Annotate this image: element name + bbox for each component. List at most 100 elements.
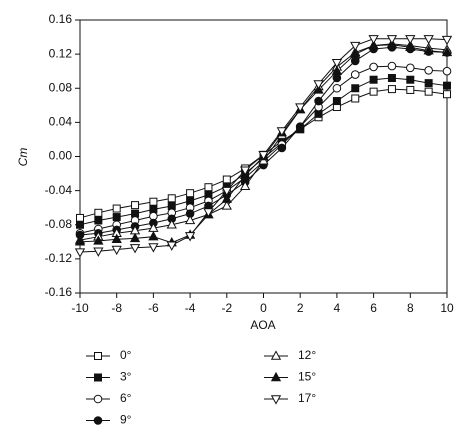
data-point [240, 180, 251, 191]
data-point [111, 233, 122, 243]
data-point [149, 197, 158, 206]
y-tick-label: 0.16 [49, 12, 73, 26]
y-tick-label: 0.00 [49, 149, 73, 163]
data-point [405, 35, 416, 45]
data-point [295, 122, 305, 131]
legend-label: 17° [298, 391, 316, 405]
data-point [387, 61, 397, 71]
data-point [350, 41, 361, 52]
data-point [93, 247, 104, 257]
y-axis-label: Cm [16, 148, 30, 167]
x-tick-label: 0 [260, 301, 267, 315]
data-point [369, 87, 378, 96]
x-tick-label: -8 [111, 301, 122, 315]
legend-label: 6° [120, 391, 132, 405]
data-point [204, 183, 213, 192]
data-point [184, 214, 196, 225]
data-point [166, 241, 177, 251]
data-point [350, 48, 361, 58]
data-point [387, 85, 396, 94]
data-point [167, 194, 176, 203]
legend-marker [270, 395, 282, 405]
data-point [131, 209, 140, 218]
y-tick-label: 0.12 [49, 46, 73, 60]
data-point [129, 232, 141, 243]
data-point [443, 90, 451, 99]
data-point [112, 213, 121, 222]
legend-label: 15° [298, 370, 316, 384]
data-point [332, 73, 342, 83]
data-point [186, 196, 195, 205]
data-point [331, 65, 343, 75]
data-point [129, 244, 141, 254]
x-tick-label: 10 [440, 301, 454, 315]
data-point [167, 201, 176, 210]
data-point [313, 80, 324, 90]
data-point [166, 219, 177, 229]
data-point [314, 109, 323, 118]
data-point [277, 143, 287, 153]
data-point [387, 74, 396, 83]
data-point [186, 189, 195, 198]
data-point [295, 103, 306, 113]
data-point [406, 75, 415, 84]
data-point [369, 62, 378, 72]
data-point [406, 63, 415, 73]
x-tick-label: -2 [221, 301, 232, 315]
data-point [203, 208, 214, 218]
data-point [424, 87, 433, 96]
x-tick-label: 4 [334, 301, 341, 315]
x-tick-label: -4 [185, 301, 196, 315]
y-tick-label: -0.12 [45, 251, 73, 265]
data-point [423, 45, 434, 55]
data-point [386, 35, 398, 45]
y-tick-label: -0.16 [45, 285, 73, 299]
data-point [350, 70, 360, 79]
data-point [368, 35, 379, 45]
data-point [443, 81, 451, 90]
data-point [424, 79, 433, 88]
x-tick-label: -10 [71, 301, 89, 315]
data-point [94, 216, 103, 225]
data-point [74, 248, 86, 258]
data-point [314, 96, 323, 106]
data-point [112, 204, 121, 213]
data-point [131, 201, 140, 210]
data-point [351, 94, 360, 103]
data-point [148, 231, 159, 241]
legend-marker [94, 373, 102, 382]
x-tick-label: 2 [297, 301, 304, 315]
data-point [221, 186, 232, 197]
data-point [111, 245, 122, 256]
x-axis-label: AOA [250, 318, 275, 332]
legend-label: 3° [120, 370, 132, 384]
data-point [332, 97, 341, 106]
data-point [350, 56, 360, 66]
data-point [184, 232, 196, 242]
legend-label: 9° [120, 413, 132, 427]
data-point [148, 243, 159, 253]
y-tick-label: 0.04 [49, 115, 73, 129]
legend-marker [93, 416, 103, 425]
data-point [222, 175, 231, 184]
data-point [424, 66, 433, 75]
legend-marker [270, 371, 282, 382]
data-point [405, 41, 416, 51]
data-point [76, 213, 84, 222]
data-point [240, 166, 251, 176]
data-point [93, 235, 104, 245]
legend-marker [270, 350, 282, 360]
y-tick-label: 0.08 [49, 80, 73, 94]
data-point [369, 75, 378, 84]
data-point [221, 193, 232, 203]
data-point [276, 127, 287, 137]
data-point [423, 35, 434, 45]
data-point [406, 85, 415, 94]
x-tick-label: 8 [407, 301, 414, 315]
data-point [332, 83, 342, 93]
data-point [441, 35, 453, 46]
x-tick-label: 6 [370, 301, 377, 315]
data-point [258, 151, 269, 161]
data-point [149, 205, 158, 214]
